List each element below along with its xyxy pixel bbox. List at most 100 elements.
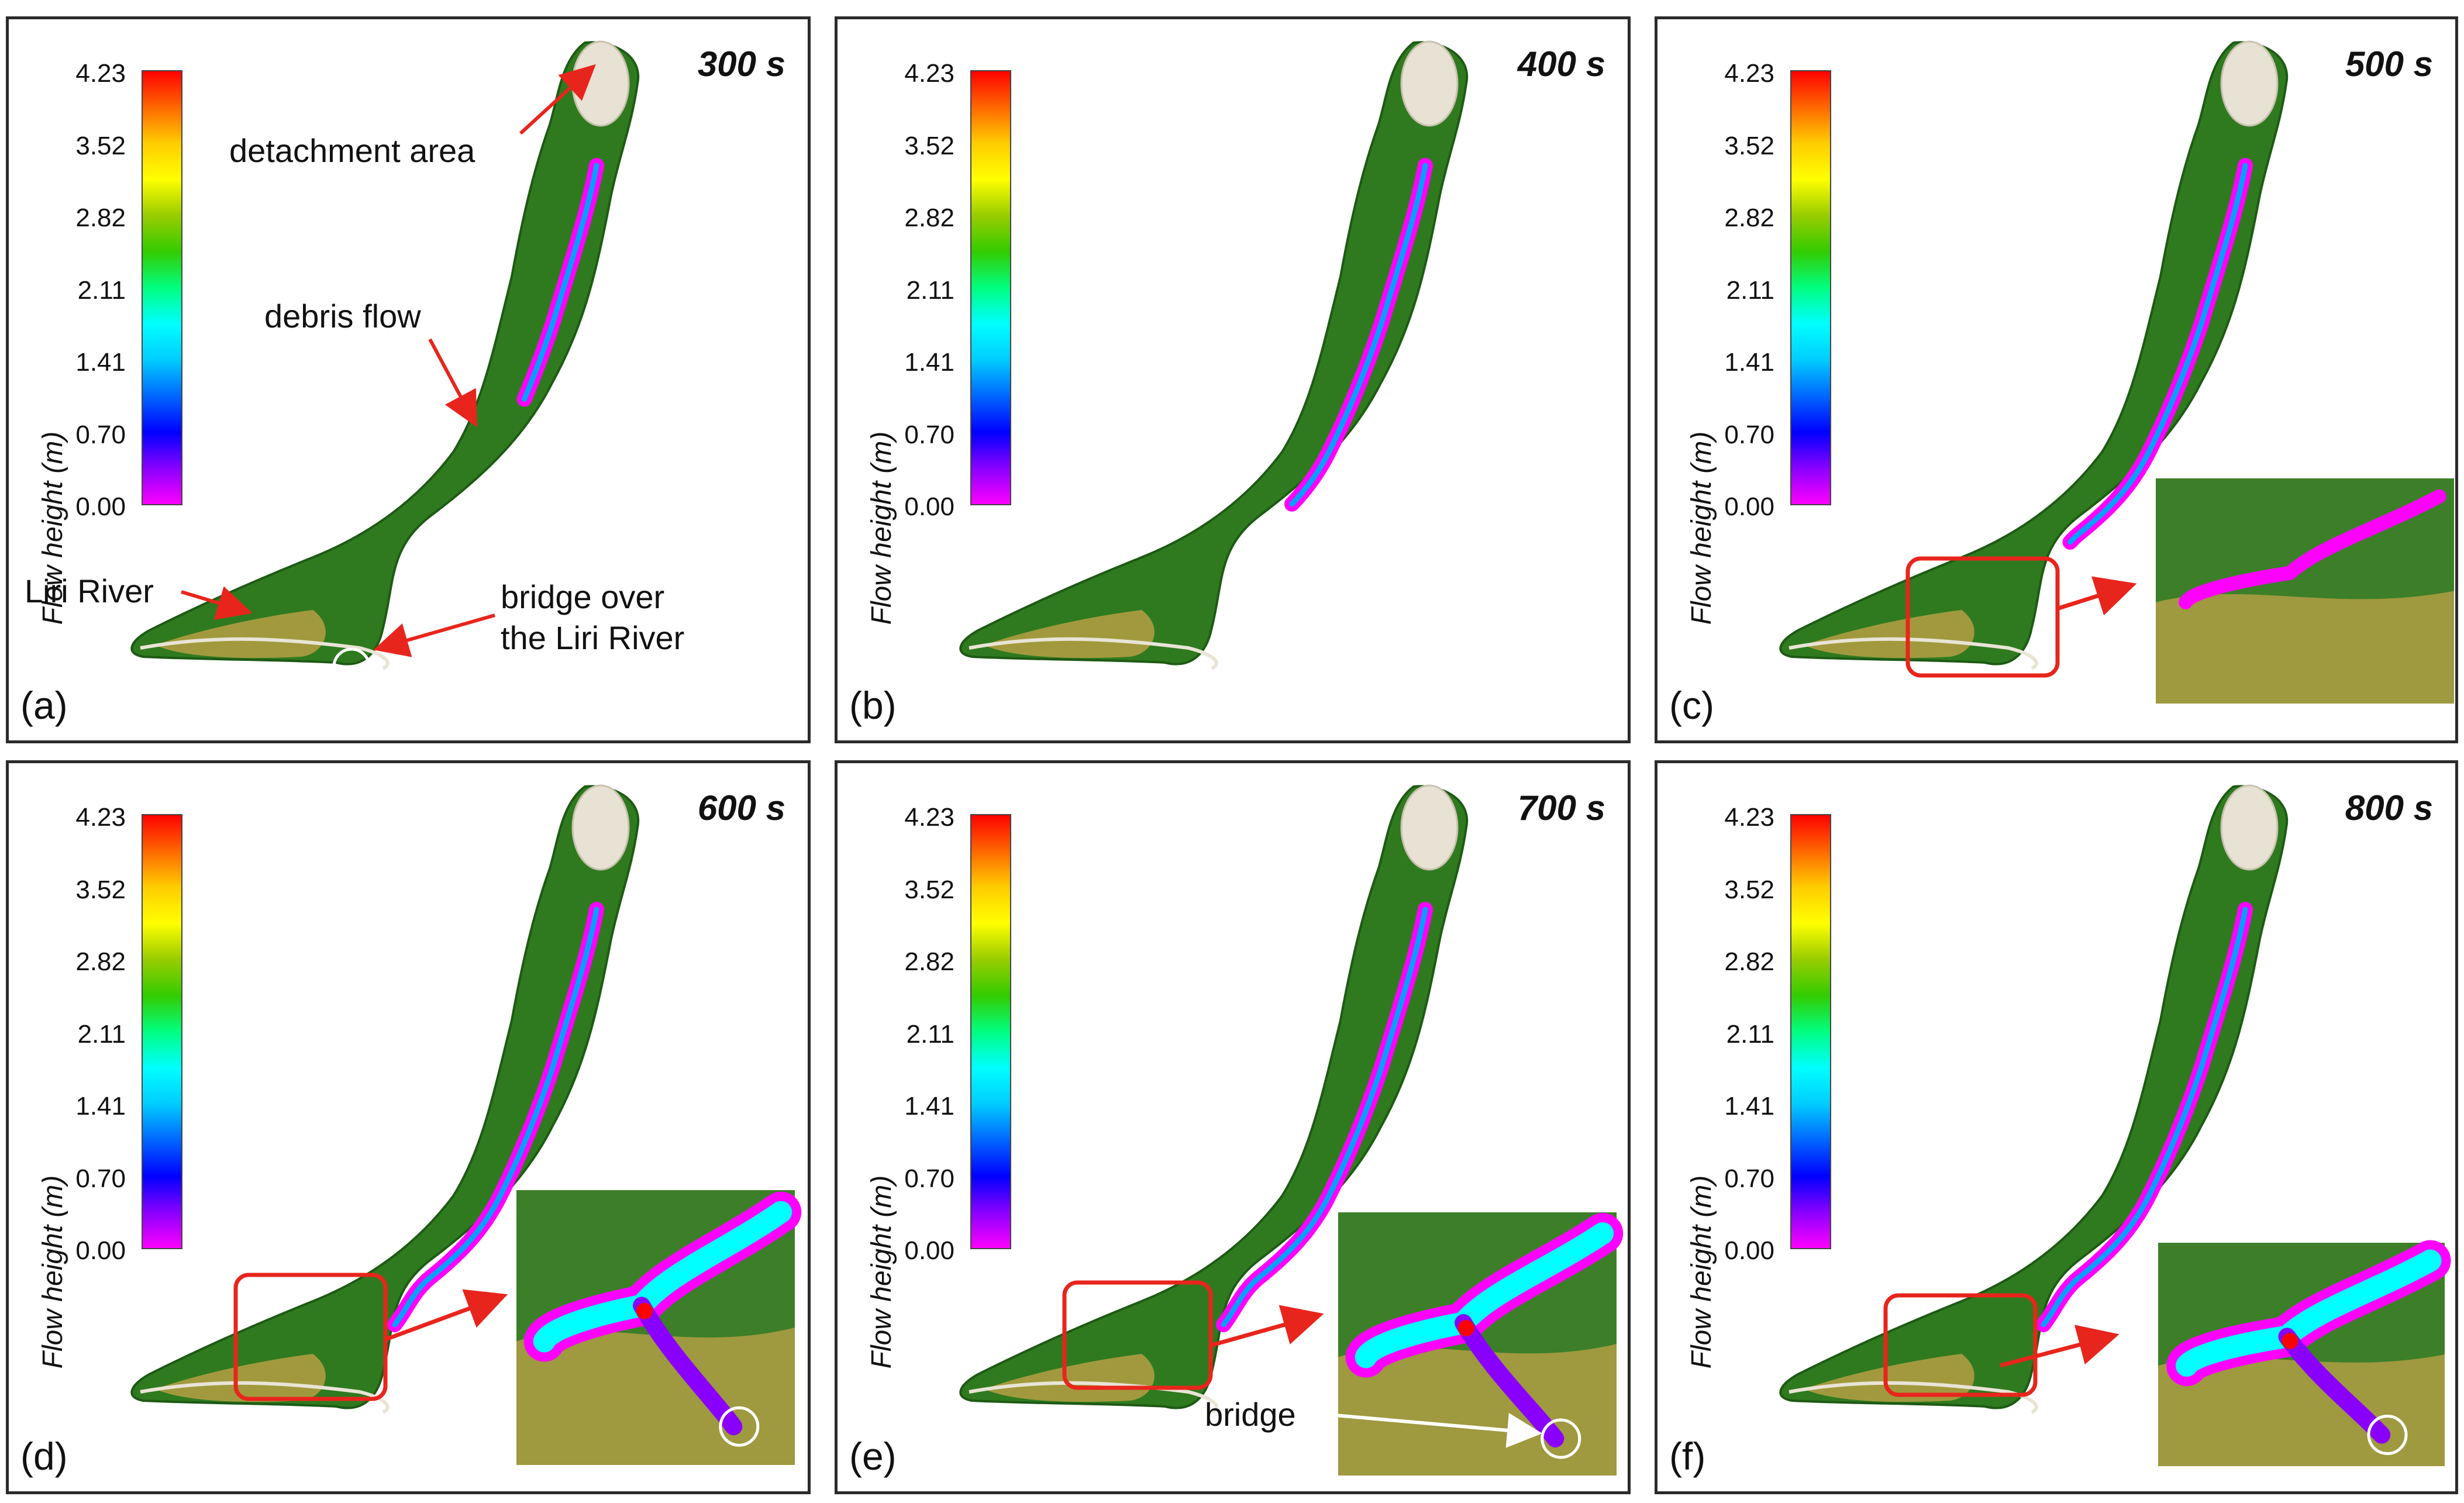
debris-flow-core [392,163,599,584]
panel-time: 300 s [697,44,785,84]
valley-terrain [959,41,1469,666]
colorbar-tick-label: 0.70 [1724,420,1774,449]
annotation-liri-river: Liri River [25,573,154,609]
colorbar-tick-label: 0.00 [75,492,126,521]
colorbar-tick-label: 3.52 [1724,875,1774,904]
colorbar-tick-label: 0.00 [1724,492,1774,521]
panel-time: 700 s [1517,788,1605,828]
panel-map-svg [959,40,1469,670]
colorbar-title-text: Flow height (m) [1686,431,1717,625]
panel-time: 800 s [2345,788,2433,828]
detachment-scar [2220,40,2279,127]
colorbar-tick-label: 2.11 [77,1019,126,1049]
panel-time: 600 s [697,788,785,828]
colorbar-title: Flow height (m) [1670,341,1717,625]
map-panel-d: 4.23 3.52 2.82 2.11 1.41 0.70 0.00 Flow height … [6,760,811,1494]
panel-map-svg [1779,784,2451,1466]
inset-bridge-circle [719,1406,760,1447]
colorbar-tick-label: 2.82 [75,947,126,976]
farm-fields [1804,610,1974,659]
colorbar-tick-label: 0.70 [75,1164,126,1193]
map-panel-b: 4.23 3.52 2.82 2.11 1.41 0.70 0.00 Flow height … [835,16,1631,743]
panel-label: (d) [20,1435,68,1478]
colorbar-tick-label: 3.52 [75,875,126,904]
farm-fields [155,1354,326,1402]
colorbar-tick-label: 3.52 [75,131,126,160]
colorbar-tick-label: 2.82 [904,947,954,976]
debris-flow-core [2041,163,2248,584]
colorbar-title: Flow height (m) [850,1085,897,1369]
map-panel-f: 4.23 3.52 2.82 2.11 1.41 0.70 0.00 Flow height … [1655,760,2458,1494]
colorbar-tick-label: 0.00 [1724,1236,1774,1265]
colorbar-tick-label: 2.82 [75,204,126,232]
annotation-detachment-area: detachment area [229,132,475,169]
colorbar-tick-label: 1.41 [1724,348,1774,377]
colorbar-tick-label: 4.23 [904,803,954,832]
colorbar-tick-label: 0.70 [904,420,954,449]
debris-flow-core [392,906,599,1328]
debris-flow-core [2041,906,2248,1328]
colorbar-tick-label: 0.00 [904,1236,954,1265]
road [1788,1381,2038,1414]
colorbar-tick-label: 4.23 [1724,59,1774,88]
inset-debris-fan [2179,489,2446,609]
colorbar-tick-label: 0.00 [904,492,954,521]
debris-flow-core [1221,906,1428,1328]
road [140,637,390,670]
colorbar-tick-label: 0.70 [1724,1164,1774,1193]
inset-bridge-circle [2367,1415,2408,1456]
panel-label: (a) [20,684,68,727]
annotation-bridge-line1: bridge over [501,578,665,615]
map-panel-a: 4.23 3.52 2.82 2.11 1.41 0.70 0.00 Flow height … [6,16,811,743]
annotation-bridge: bridge [1205,1396,1296,1433]
colorbar [1790,814,1831,1249]
detachment-scar [571,40,630,127]
road [969,637,1218,670]
farm-fields [984,1354,1155,1402]
panel-time: 400 s [1517,44,1605,84]
panel-map-svg [130,40,640,686]
colorbar-tick-label: 2.11 [1726,275,1774,305]
colorbar-tick-label: 2.11 [77,275,126,305]
debris-flow-core [1221,163,1428,584]
colorbar-tick-label: 2.11 [1726,1019,1774,1049]
colorbar-tick-label: 2.11 [906,1019,954,1049]
colorbar-tick-label: 3.52 [1724,131,1774,160]
colorbar-tick-label: 4.23 [904,59,954,88]
panel-time: 500 s [2345,44,2433,84]
panel-label: (e) [849,1435,897,1478]
detachment-scar [1400,40,1459,127]
colorbar-tick-label: 4.23 [75,803,126,832]
annotation-bridge-line2: the Liri River [501,619,685,656]
colorbar-tick-label: 4.23 [75,59,126,88]
detachment-scar [1400,784,1459,871]
colorbar [142,814,182,1249]
panel-map-svg [959,784,1624,1476]
colorbar-title-text: Flow height (m) [1686,1175,1717,1369]
road [1788,637,2038,670]
colorbar-tick-label: 3.52 [904,875,954,904]
colorbar-title-text: Flow height (m) [866,431,897,625]
zoom-rectangle [1062,1280,1213,1390]
panel-map-svg [130,784,802,1465]
colorbar-tick-label: 0.00 [75,1236,126,1265]
zoom-rectangle [1905,556,2060,678]
colorbar-tick-label: 1.41 [75,348,126,377]
map-panel-c: 4.23 3.52 2.82 2.11 1.41 0.70 0.00 Flow height … [1655,16,2458,743]
colorbar-tick-label: 3.52 [904,131,954,160]
colorbar-tick-label: 2.82 [904,204,954,232]
colorbar-title-text: Flow height (m) [866,1175,897,1369]
colorbar [970,814,1011,1249]
panel-label: (c) [1669,684,1714,727]
road [140,1381,390,1414]
colorbar-title: Flow height (m) [22,341,68,625]
colorbar-tick-label: 1.41 [75,1092,126,1121]
farm-fields [984,610,1155,659]
colorbar [1790,70,1831,505]
colorbar-tick-label: 1.41 [904,348,954,377]
panel-map-svg [1779,40,2454,704]
map-panel-e: 4.23 3.52 2.82 2.11 1.41 0.70 0.00 Flow height … [835,760,1631,1494]
bridge-circle [332,647,371,686]
colorbar-title: Flow height (m) [850,341,897,625]
colorbar [142,70,182,505]
